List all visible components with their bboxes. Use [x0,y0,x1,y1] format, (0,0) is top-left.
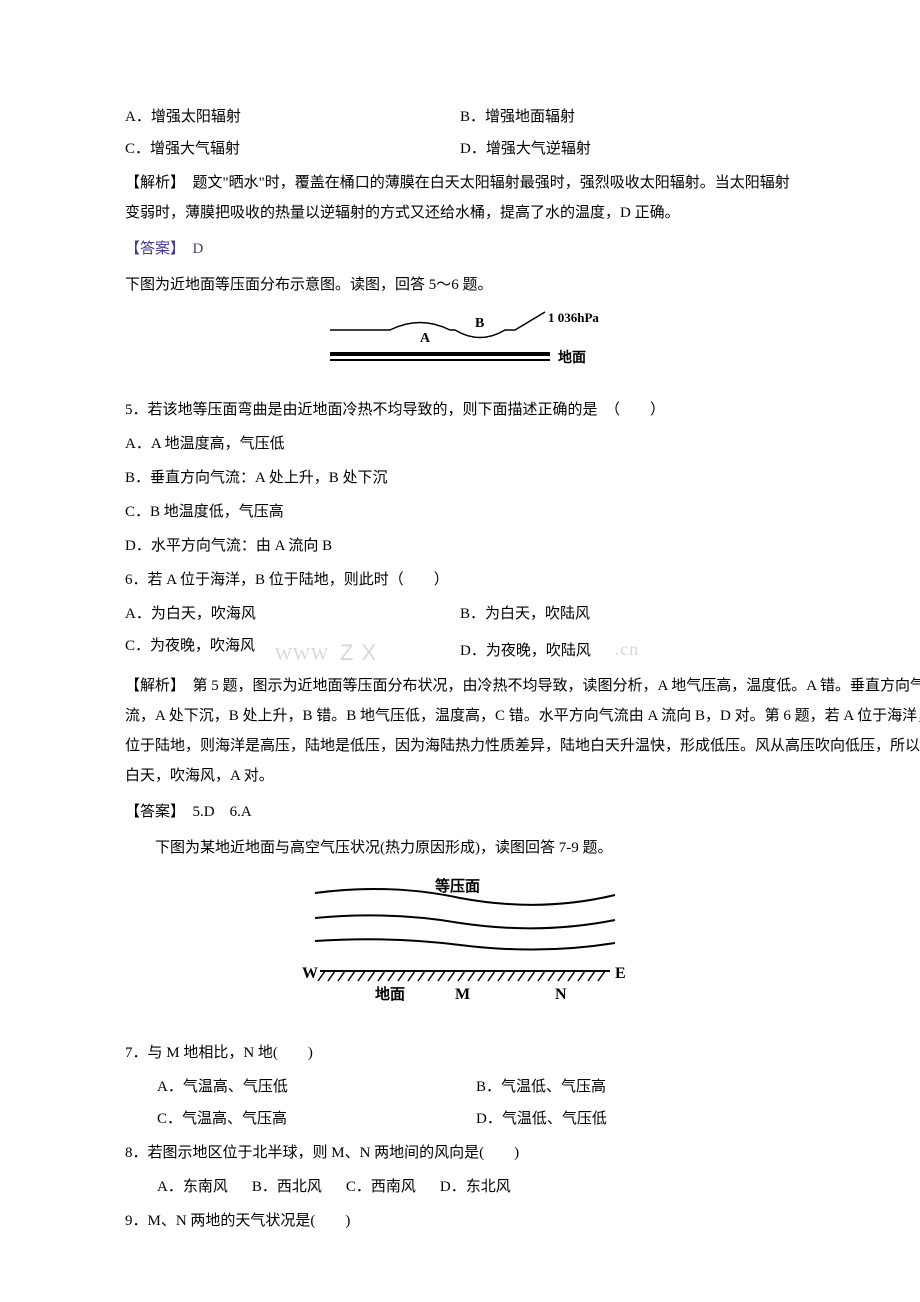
analysis-label-56: 【解析】 [125,678,178,694]
q5-b: B．垂直方向气流：A 处上升，B 处下沉 [125,463,795,493]
q5-c: C．B 地温度低，气压高 [125,497,795,527]
analysis-text: 题文"晒水"时，覆盖在桶口的薄膜在白天太阳辐射最强时，强烈吸收太阳辐射。当太阳辐… [125,175,790,221]
opt-a: A．增强太阳辐射 [125,102,460,132]
intro-5-6: 下图为近地面等压面分布示意图。读图，回答 5～6 题。 [125,270,795,300]
q7-b: B．气温低、气压高 [476,1072,795,1102]
opt-b: B．增强地面辐射 [460,102,795,132]
q6-c-text: C．为夜晚，吹海风 [125,638,255,654]
q5-d: D．水平方向气流：由 A 流向 B [125,531,795,561]
answer-line-56: 【答案】 5.D 6.A [125,797,795,827]
analysis-text-56: 第 5 题，图示为近地面等压面分布状况，由冷热不均导致，读图分析，A 地气压高，… [125,678,920,784]
intro-7-9: 下图为某地近地面与高空气压状况(热力原因形成)，读图回答 7-9 题。 [125,833,795,863]
fig2-m: M [455,986,470,1003]
answer-line-1: 【答案】 D [125,234,795,264]
q7-a: A．气温高、气压低 [157,1072,476,1102]
figure-2: 等压面 [125,873,795,1024]
q8-c: C．西南风 [346,1172,416,1202]
q8-a: A．东南风 [157,1172,228,1202]
fig1-label-a: A [420,331,431,346]
q5-a: A．A 地温度高，气压低 [125,429,795,459]
q8-b: B．西北风 [252,1172,322,1202]
q8-d: D．东北风 [440,1172,511,1202]
opt-c: C．增强大气辐射 [125,134,460,164]
q9-stem: 9．M、N 两地的天气状况是( ) [125,1206,795,1236]
figure-1: A B 1 036hPa 地面 [125,310,795,381]
q6-c: C．为夜晚，吹海风 WWW Z X [125,631,460,667]
answer-label: 【答案】 [125,241,178,257]
fig2-e: E [615,965,626,982]
analysis-block-1: 【解析】 题文"晒水"时，覆盖在桶口的薄膜在白天太阳辐射最强时，强烈吸收太阳辐射… [125,168,795,228]
q8-stem: 8．若图示地区位于北半球，则 M、N 两地间的风向是( ) [125,1138,795,1168]
fig2-n: N [555,986,567,1003]
q7-c: C．气温高、气压高 [157,1104,476,1134]
q6-d: D．为夜晚，吹陆风 .cn [460,631,795,667]
fig1-ground: 地面 [558,349,586,366]
fig1-label-b: B [475,316,484,331]
fig2-isobar: 等压面 [435,877,480,895]
answer-label-56: 【答案】 [125,804,178,820]
q6-b: B．为白天，吹陆风 [460,599,795,629]
analysis-label: 【解析】 [125,175,178,191]
fig2-ground: 地面 [375,985,405,1003]
fig1-pressure: 1 036hPa [548,310,599,325]
watermark-domain: .cn [615,639,640,659]
answer-text-56: 5.D 6.A [178,804,252,820]
fig2-w: W [302,965,318,982]
q6-a: A．为白天，吹海风 [125,599,460,629]
q7-stem: 7．与 M 地相比，N 地( ) [125,1038,795,1068]
opt-d: D．增强大气逆辐射 [460,134,795,164]
q7-d: D．气温低、气压低 [476,1104,795,1134]
q6-stem: 6．若 A 位于海洋，B 位于陆地，则此时（ ） [125,565,795,595]
q6-d-text: D．为夜晚，吹陆风 [460,643,591,659]
q5-stem: 5．若该地等压面弯曲是由近地面冷热不均导致的，则下面描述正确的是 （ ） [125,395,795,425]
watermark-logo: WWW Z X [275,631,377,675]
analysis-block-56: 【解析】 第 5 题，图示为近地面等压面分布状况，由冷热不均导致，读图分析，A … [125,671,920,791]
answer-text: D [178,241,204,257]
